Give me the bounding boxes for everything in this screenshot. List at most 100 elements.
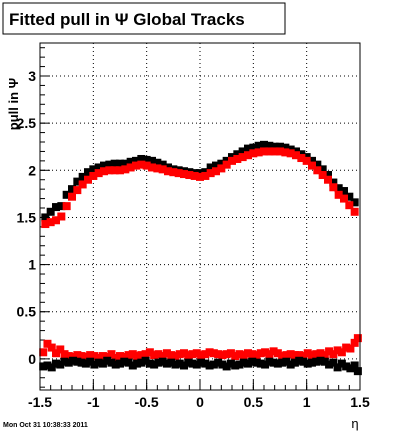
data-point bbox=[350, 361, 359, 370]
data-point bbox=[103, 356, 112, 365]
data-point bbox=[192, 360, 201, 369]
data-point bbox=[316, 356, 325, 365]
data-point bbox=[150, 360, 159, 369]
data-point bbox=[64, 352, 73, 361]
data-point bbox=[137, 358, 146, 367]
data-point bbox=[162, 359, 171, 368]
data-point bbox=[265, 350, 274, 359]
data-point bbox=[180, 361, 188, 370]
data-point bbox=[116, 166, 124, 175]
data-point bbox=[171, 360, 180, 369]
data-point bbox=[282, 357, 291, 366]
data-point bbox=[329, 178, 338, 187]
data-point bbox=[281, 143, 290, 152]
data-point bbox=[162, 349, 171, 358]
data-point bbox=[350, 198, 359, 207]
data-point bbox=[303, 349, 312, 358]
data-point bbox=[153, 164, 162, 173]
x-tick-label: -1 bbox=[87, 394, 100, 410]
data-point bbox=[98, 359, 107, 368]
data-point bbox=[90, 360, 99, 369]
data-point bbox=[62, 202, 71, 211]
data-point bbox=[57, 202, 66, 211]
y-tick-label: 2 bbox=[28, 162, 36, 178]
data-point bbox=[295, 356, 304, 365]
data-point bbox=[252, 358, 261, 367]
data-point bbox=[68, 185, 76, 194]
data-point bbox=[81, 352, 90, 361]
data-point bbox=[295, 351, 304, 360]
data-point bbox=[60, 357, 69, 366]
data-point bbox=[128, 361, 137, 370]
data-point bbox=[260, 147, 268, 156]
data-point bbox=[124, 358, 133, 367]
data-point bbox=[256, 359, 265, 368]
data-point bbox=[214, 358, 223, 367]
x-tick-label: 0 bbox=[196, 394, 204, 410]
data-point bbox=[235, 350, 244, 359]
data-point bbox=[47, 363, 56, 372]
data-point bbox=[46, 207, 55, 216]
data-point bbox=[254, 148, 263, 157]
data-point bbox=[281, 148, 290, 157]
data-point bbox=[89, 165, 98, 174]
data-point bbox=[292, 151, 300, 160]
data-point bbox=[318, 165, 327, 174]
data-point bbox=[329, 358, 338, 367]
data-point bbox=[201, 359, 210, 368]
data-point bbox=[86, 351, 95, 360]
data-point bbox=[297, 154, 306, 163]
data-point bbox=[137, 160, 146, 169]
data-point bbox=[209, 349, 218, 358]
data-point bbox=[337, 359, 346, 368]
data-point bbox=[196, 172, 204, 181]
data-point bbox=[120, 352, 129, 361]
data-point bbox=[142, 161, 151, 170]
data-point bbox=[222, 160, 231, 169]
data-point bbox=[201, 171, 210, 180]
data-point bbox=[316, 349, 325, 358]
data-point bbox=[350, 338, 359, 347]
data-point bbox=[206, 163, 215, 172]
data-point bbox=[190, 171, 199, 180]
y-tick-label: 0.5 bbox=[17, 304, 37, 320]
data-point bbox=[265, 141, 274, 150]
data-point bbox=[308, 156, 316, 165]
data-point bbox=[303, 359, 312, 368]
data-point bbox=[212, 167, 220, 176]
data-point bbox=[100, 167, 108, 176]
y-tick-label: 2.5 bbox=[17, 115, 37, 131]
data-point bbox=[318, 171, 327, 180]
data-point bbox=[324, 175, 332, 184]
data-point bbox=[282, 351, 291, 360]
data-point bbox=[121, 159, 130, 168]
data-point bbox=[77, 352, 86, 361]
data-point bbox=[206, 169, 215, 178]
data-point bbox=[116, 159, 124, 168]
chart-title: Fitted pull in Ψ Global Tracks bbox=[9, 10, 245, 29]
data-point bbox=[41, 220, 50, 229]
data-point bbox=[239, 351, 248, 360]
data-point bbox=[86, 357, 95, 366]
data-point bbox=[218, 360, 227, 369]
data-point bbox=[137, 154, 146, 163]
x-tick-label: -0.5 bbox=[135, 394, 159, 410]
series-3 bbox=[39, 334, 362, 362]
data-point bbox=[120, 357, 129, 366]
data-point bbox=[265, 357, 274, 366]
data-point bbox=[244, 151, 252, 160]
data-point bbox=[345, 192, 354, 201]
data-point bbox=[333, 346, 342, 355]
data-point bbox=[320, 357, 329, 366]
data-point bbox=[188, 359, 197, 368]
data-point bbox=[340, 187, 348, 196]
data-point bbox=[192, 349, 201, 358]
data-point bbox=[133, 352, 142, 361]
data-point bbox=[73, 186, 82, 195]
data-point bbox=[244, 144, 252, 153]
data-point bbox=[334, 190, 343, 199]
data-point bbox=[116, 352, 124, 361]
data-point bbox=[94, 358, 103, 367]
data-point bbox=[121, 165, 130, 174]
